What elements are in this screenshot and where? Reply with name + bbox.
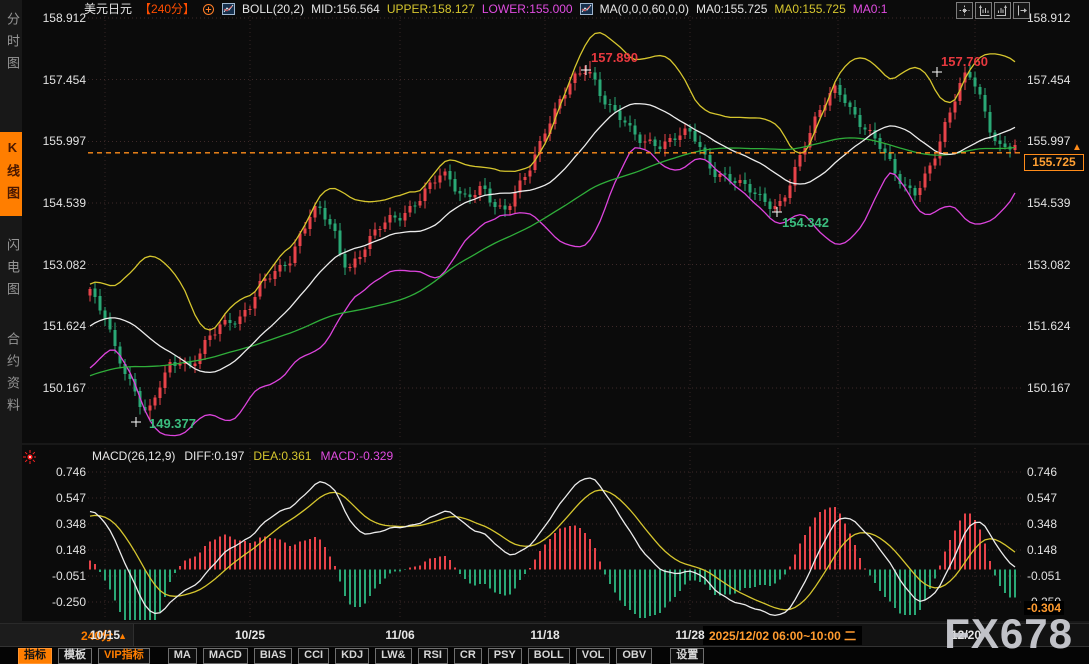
macd-axis-label-left: -0.051 (51, 569, 86, 583)
macd-title: MACD(26,12,9) (92, 449, 176, 463)
plus-circle-icon[interactable] (202, 3, 215, 15)
price-axis-label-right: 157.454 (1027, 72, 1071, 87)
indicator-toolbar: 指标 模板 VIP指标 MA MACD BIAS CCI KDJ LW& RSI CR PSY BOLL… (0, 646, 1089, 664)
ma0-value-2: MA0:155.725 (774, 1, 846, 16)
toolbar-tab-VIP指标[interactable]: VIP指标 (98, 647, 150, 664)
price-axis-label-right: 158.912 (1027, 11, 1071, 25)
chart-tool-icons (956, 2, 1030, 19)
current-price-badge: 155.725 (1024, 154, 1084, 171)
period-selector[interactable]: 240分 ▲ (0, 624, 134, 647)
current-macd-badge: -0.304 (1024, 601, 1065, 615)
macd-macd-value: MACD:-0.329 (320, 449, 394, 463)
time-axis-row: 240分 ▲ 2025/12/02 06:00~10:00 二 10/15 10/… (0, 623, 1089, 647)
axis-zoom-left-icon[interactable] (975, 2, 992, 19)
price-axis-label-right: 155.997 (1027, 134, 1071, 149)
macd-axis-label-right: 0.148 (1027, 543, 1058, 557)
macd-axis-label-left: 0.348 (55, 517, 86, 531)
period-label[interactable]: 【240分】 (139, 2, 196, 16)
price-axis-label-right: 150.167 (1027, 381, 1071, 395)
price-annotation: 157.760 (941, 54, 988, 69)
toolbar-tab-CCI[interactable]: CCI (298, 647, 330, 664)
toolbar-tab-BOLL[interactable]: BOLL (527, 647, 570, 664)
up-triangle-icon: ▲ (118, 630, 127, 641)
price-axis-label-right: 153.082 (1027, 257, 1071, 272)
price-axis-label-left: 158.912 (42, 11, 86, 25)
sidebar-tab-3[interactable]: 闪电图 (5, 238, 20, 304)
toolbar-tab-OBV[interactable]: OBV (616, 647, 653, 664)
macd-axis-label-left: 0.148 (55, 543, 86, 557)
chart-header: 美元日元 【240分】 BOLL(20,2) MID:156.564 UPPER… (84, 1, 888, 17)
sun-icon[interactable] (23, 450, 36, 464)
current-bar-time-badge: 2025/12/02 06:00~10:00 二 (703, 626, 863, 645)
price-axis-label-left: 151.624 (42, 319, 86, 334)
price-axis-label-left: 157.454 (42, 72, 86, 87)
toolbar-tab-KDJ[interactable]: KDJ (335, 647, 370, 664)
macd-axis-label-right: 0.547 (1027, 491, 1058, 505)
date-label: 10/25 (234, 628, 266, 642)
toolbar-tab-VOL[interactable]: VOL (575, 647, 611, 664)
toolbar-tab-指标[interactable]: 指标 (18, 647, 52, 664)
price-axis-label-left: 150.167 (42, 381, 86, 395)
price-axis-label-right: 154.539 (1027, 196, 1071, 210)
macd-dea-value: DEA:0.361 (253, 449, 312, 463)
boll-lower-value: LOWER:155.000 (481, 1, 573, 16)
toolbar-tab-模板[interactable]: 模板 (58, 647, 92, 664)
boll-indicator-icon[interactable] (222, 2, 236, 15)
toolbar-tab-CR[interactable]: CR (453, 647, 482, 664)
toolbar-tab-MA[interactable]: MA (167, 647, 197, 664)
axis-zoom-right-icon[interactable] (994, 2, 1011, 19)
price-axis-label-left: 155.997 (42, 134, 86, 149)
toolbar-tab-RSI[interactable]: RSI (417, 647, 448, 664)
price-annotation: 154.342 (782, 215, 829, 230)
ma-indicator-icon[interactable] (579, 2, 593, 15)
ma0-value-1: MA0:155.725 (695, 1, 768, 16)
macd-axis-label-right: 0.746 (1027, 465, 1058, 479)
macd-axis-label-right: -0.051 (1027, 569, 1062, 583)
pan-icon[interactable] (956, 2, 973, 19)
ma0-value-3: MA0:1 (852, 1, 888, 16)
macd-axis-label-left: 0.547 (55, 491, 86, 505)
macd-diff-value: DIFF:0.197 (184, 449, 245, 463)
date-label: 10/15 (89, 628, 121, 642)
macd-axis-label-left: -0.250 (51, 595, 86, 609)
toolbar-tab-设置[interactable]: 设置 (670, 647, 705, 664)
macd-header: MACD(26,12,9) DIFF:0.197 DEA:0.361 MACD:… (92, 449, 393, 463)
up-triangle-icon: ▲ (1072, 142, 1082, 153)
date-label: 12/20 (950, 628, 982, 642)
exit-icon[interactable] (1013, 2, 1030, 19)
date-label: 11/06 (385, 628, 415, 642)
boll-mid-value: MID:156.564 (311, 1, 380, 16)
price-axis-label-left: 153.082 (42, 257, 86, 272)
date-label: 11/28 (675, 628, 705, 642)
price-annotation: 149.377 (149, 416, 196, 431)
macd-axis-label-left: 0.746 (55, 465, 86, 479)
price-axis-label-left: 154.539 (42, 196, 86, 210)
sidebar-tab-1[interactable]: 分时图 (5, 12, 20, 78)
sidebar-tab-2[interactable]: K线图 (0, 132, 22, 216)
price-annotation: 157.890 (591, 50, 638, 65)
date-label: 11/18 (530, 628, 560, 642)
ma-label: MA(0,0,0,60,0,0) (599, 1, 689, 16)
price-axis-label-right: 151.624 (1027, 319, 1071, 334)
boll-upper-value: UPPER:158.127 (386, 1, 475, 16)
toolbar-tab-PSY[interactable]: PSY (487, 647, 522, 664)
symbol-title: 美元日元 (84, 2, 133, 16)
period-text: 240分 (81, 629, 114, 643)
toolbar-tab-MACD[interactable]: MACD (202, 647, 248, 664)
macd-axis-label-right: 0.348 (1027, 517, 1058, 531)
toolbar-tab-LW&[interactable]: LW& (375, 647, 412, 664)
toolbar-tab-BIAS[interactable]: BIAS (253, 647, 293, 664)
sidebar-tab-4[interactable]: 合约资料 (5, 332, 20, 420)
boll-label: BOLL(20,2) (242, 1, 305, 16)
sidebar: 分时图 K线图闪电图合约资料 (0, 0, 22, 622)
